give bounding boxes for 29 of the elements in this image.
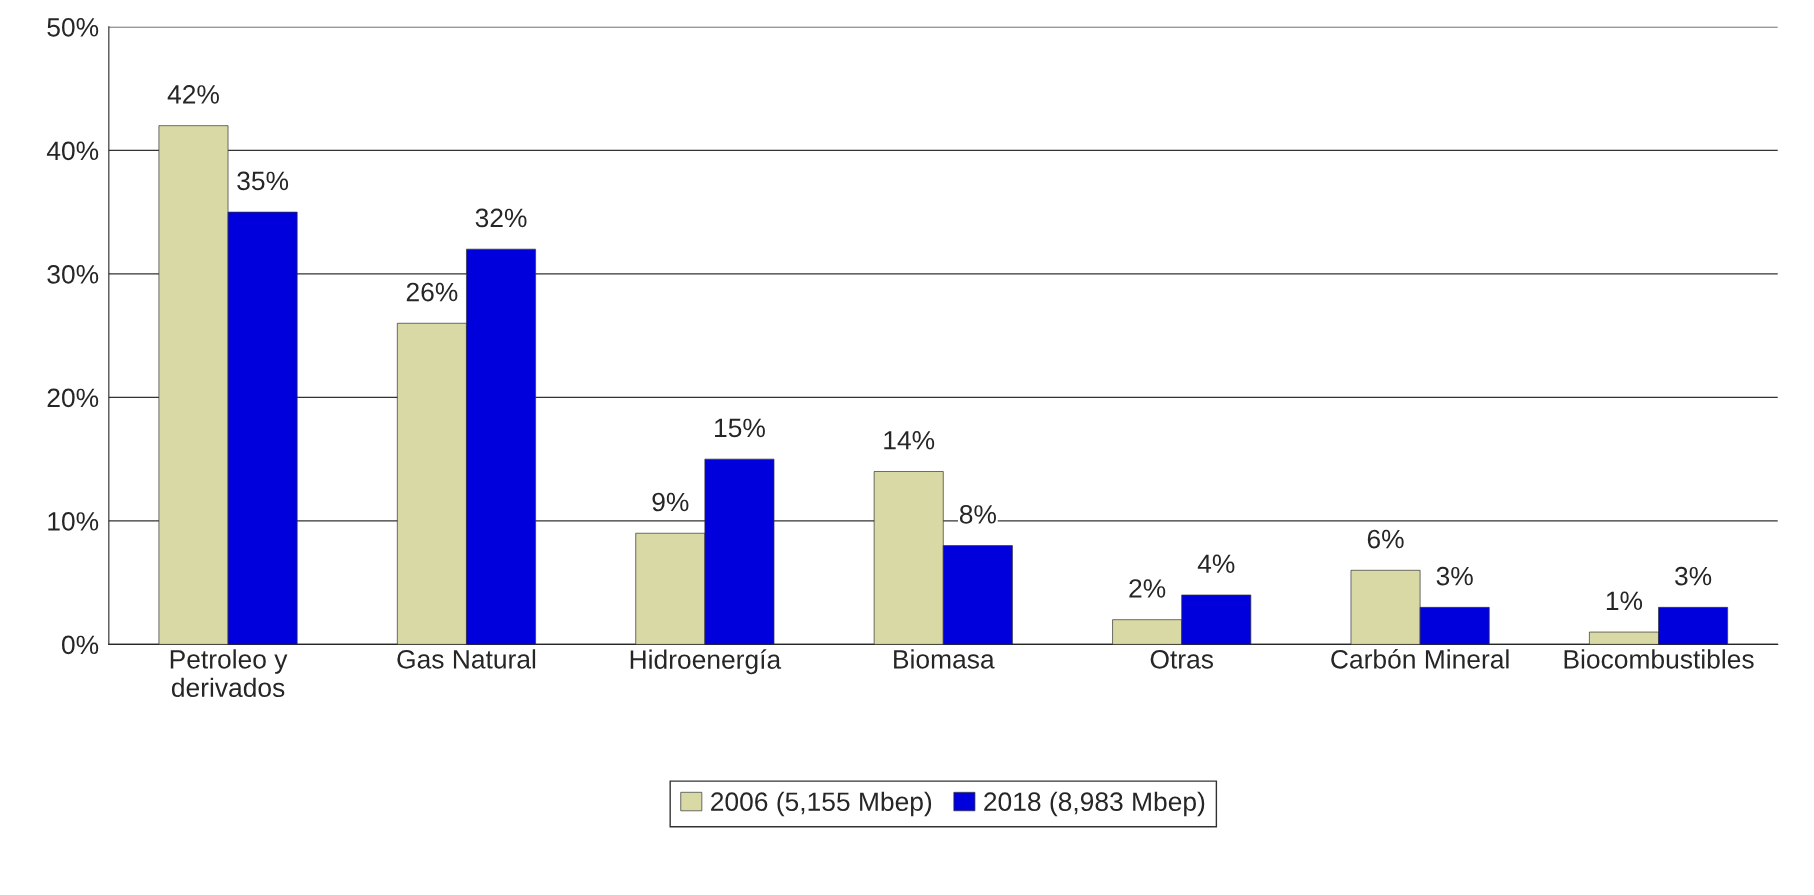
data-label: 14% <box>884 431 935 450</box>
y-tick-label: 30% <box>47 265 99 284</box>
data-label: 9% <box>652 492 689 512</box>
y-tick-label: 50% <box>47 17 99 37</box>
y-tick-label: 0% <box>62 635 99 655</box>
legend-label: 2018 (8,983 Mbep) <box>984 791 1205 817</box>
data-label: 8% <box>959 505 996 524</box>
data-label: 15% <box>715 418 765 438</box>
data-label: 2% <box>1129 579 1166 598</box>
data-label: 35% <box>237 171 289 191</box>
x-tick-label: Hidroenergía <box>630 649 782 675</box>
legend-label: 2006 (5,155 Mbep) <box>711 791 932 817</box>
data-label: 6% <box>1367 529 1404 549</box>
data-label: 32% <box>475 208 527 228</box>
x-tick-label: Biocombustibles <box>1564 649 1754 669</box>
data-label: 26% <box>406 282 458 302</box>
y-tick-label: 40% <box>46 141 99 161</box>
x-tick-label: Otras <box>1150 649 1213 669</box>
y-tick-label: 10% <box>48 512 99 531</box>
data-label: 3% <box>1675 566 1712 586</box>
x-tick-label: Gas Natural <box>397 649 536 669</box>
data-label: 3% <box>1436 566 1473 586</box>
data-label: 1% <box>1606 591 1643 611</box>
x-tick-label: Biomasa <box>894 649 995 669</box>
data-label: 42% <box>167 85 219 104</box>
data-label: 4% <box>1197 554 1235 574</box>
y-tick-label: 20% <box>47 388 99 408</box>
x-tick-label: Carbón Mineral <box>1331 648 1509 669</box>
x-tick-label: Petroleo y derivados <box>170 649 288 698</box>
